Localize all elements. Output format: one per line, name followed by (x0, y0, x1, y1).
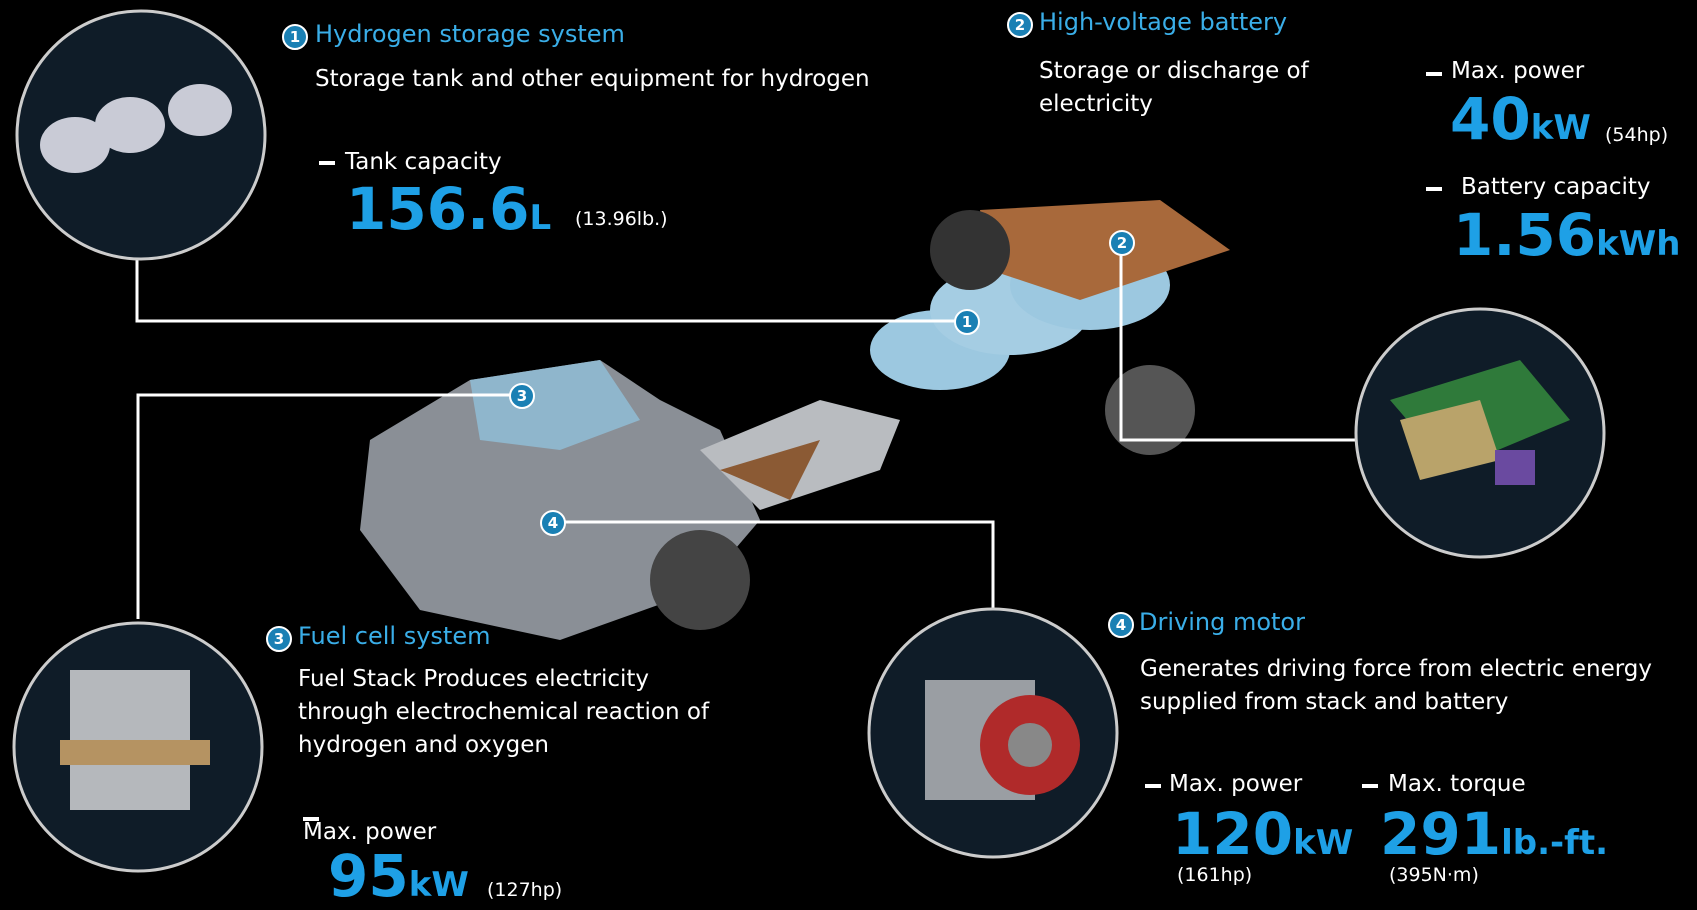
dash (1362, 784, 1378, 788)
note: (161hp) (1177, 866, 1252, 885)
detail-circle (1356, 309, 1604, 557)
value: 95 (328, 842, 409, 910)
spec-value: 40kW (1450, 90, 1591, 148)
spec-label: Max. power (1169, 773, 1302, 796)
title: Fuel cell system (298, 624, 490, 648)
note: (13.96lb.) (575, 210, 668, 229)
dash (1145, 784, 1161, 788)
badge: 4 (1108, 612, 1134, 638)
unit: lb.-ft. (1501, 823, 1608, 863)
spec-label: Battery capacity (1461, 176, 1651, 199)
title: High-voltage battery (1039, 10, 1287, 34)
unit: kW (409, 865, 469, 905)
spec-value: 156.6L (346, 180, 551, 238)
note: (395N·m) (1389, 866, 1479, 885)
spec-value: 291lb.-ft. (1380, 805, 1608, 863)
badge: 2 (1007, 12, 1033, 38)
detail-circle (17, 11, 265, 259)
badge: 3 (509, 383, 535, 409)
dash (1426, 187, 1442, 191)
value: 1.56 (1453, 201, 1596, 269)
description: Storage or discharge of (1039, 60, 1309, 83)
title: Driving motor (1139, 610, 1305, 634)
detail-circle (14, 623, 262, 871)
badge: 3 (266, 626, 292, 652)
note: (54hp) (1605, 126, 1668, 145)
description: through electrochemical reaction of (298, 701, 709, 724)
badge: 2 (1109, 230, 1135, 256)
dash (319, 161, 335, 165)
spec-label: Tank capacity (345, 151, 502, 174)
badge: 1 (954, 309, 980, 335)
description: hydrogen and oxygen (298, 734, 549, 757)
page: 1 2 3 4 1 Hydrogen storage system Storag… (0, 0, 1697, 903)
vehicle-sketch (360, 200, 1230, 640)
badge: 4 (540, 510, 566, 536)
value: 40 (1450, 85, 1531, 153)
description: Generates driving force from electric en… (1140, 658, 1652, 681)
detail-circle (869, 609, 1117, 857)
description: Storage tank and other equipment for hyd… (315, 68, 870, 91)
description: electricity (1039, 93, 1153, 116)
note: (127hp) (487, 881, 562, 900)
spec-label: Max. power (303, 821, 436, 844)
unit: kWh (1596, 224, 1680, 264)
value: 120 (1172, 800, 1293, 868)
spec-label: Max. torque (1388, 773, 1526, 796)
connector (137, 260, 966, 321)
unit: kW (1293, 823, 1353, 863)
spec-label: Max. power (1451, 60, 1584, 83)
spec-value: 1.56kWh (1453, 206, 1680, 264)
dash (1426, 72, 1442, 76)
title: Hydrogen storage system (315, 22, 625, 46)
illustration (0, 0, 1697, 903)
value: 156.6 (346, 175, 529, 243)
spec-value: 95kW (328, 847, 469, 905)
description: supplied from stack and battery (1140, 691, 1508, 714)
value: 291 (1380, 800, 1501, 868)
badge: 1 (282, 24, 308, 50)
description: Fuel Stack Produces electricity (298, 668, 649, 691)
spec-value: 120kW (1172, 805, 1353, 863)
unit: L (529, 198, 551, 238)
unit: kW (1531, 108, 1591, 148)
